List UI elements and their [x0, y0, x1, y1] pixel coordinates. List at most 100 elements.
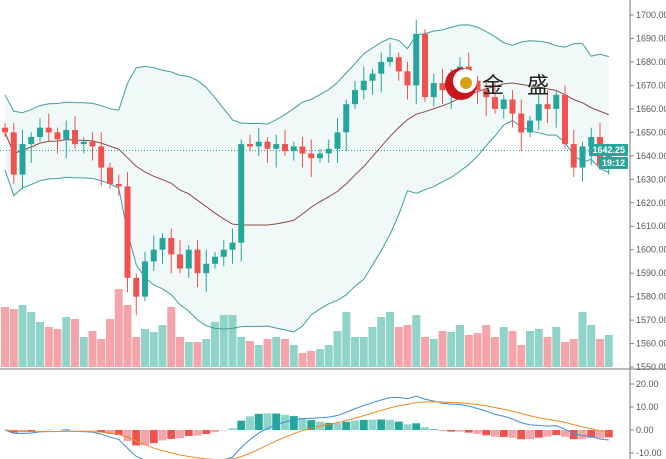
- price-tick-label: 1650.00: [636, 127, 666, 137]
- volume-bar: [447, 332, 456, 367]
- macd-histogram-bar: [456, 430, 464, 432]
- candle-body: [500, 99, 507, 109]
- macd-histogram-bar: [377, 419, 386, 430]
- volume-bar: [377, 317, 386, 367]
- macd-histogram-bar: [552, 430, 561, 435]
- macd-histogram-bar: [473, 430, 482, 434]
- macd-histogram-bar: [526, 430, 534, 440]
- volume-bar: [246, 341, 254, 367]
- macd-histogram-bar: [508, 430, 517, 438]
- candle-body: [37, 127, 43, 138]
- macd-tick-label: -10.00: [636, 448, 662, 458]
- volume-bar: [289, 345, 298, 367]
- volume-bar: [421, 337, 429, 367]
- volume-bar: [359, 337, 368, 367]
- macd-histogram-bar: [184, 430, 193, 436]
- candle-body: [325, 148, 332, 154]
- macd-histogram-bar: [604, 430, 613, 438]
- volume-bar: [429, 339, 438, 367]
- logo-crescent-icon: [445, 68, 477, 100]
- volume-bar: [569, 339, 578, 367]
- candle-body: [317, 153, 323, 159]
- price-tick-label: 1700.00: [636, 10, 666, 20]
- volume-bar: [281, 339, 289, 367]
- candle-body: [72, 130, 78, 145]
- last-price-tag: 1642.25: [589, 144, 628, 156]
- macd-histogram-bar: [254, 413, 263, 430]
- candle-body: [334, 132, 341, 149]
- volume-bar: [193, 342, 202, 367]
- bollinger-middle: [4, 82, 609, 226]
- macd-histogram-bar: [289, 416, 298, 430]
- signal-line: [4, 401, 609, 459]
- candle-body: [360, 80, 367, 91]
- candle-body: [264, 141, 271, 149]
- volume-bar: [534, 329, 543, 367]
- macd-histogram-bar: [114, 430, 123, 436]
- price-tick-label: 1550.00: [636, 362, 666, 372]
- logo: 金 盛: [444, 66, 557, 102]
- volume-bar: [114, 289, 123, 367]
- macd-histogram-bar: [359, 419, 368, 430]
- macd-histogram-bar: [123, 430, 132, 442]
- volume-bar: [543, 337, 552, 367]
- macd-histogram-bar: [27, 430, 36, 432]
- candle-body: [352, 90, 358, 105]
- volume-bar: [438, 331, 447, 367]
- candle-body: [107, 167, 113, 184]
- volume-bar: [158, 325, 167, 367]
- candle-body: [378, 61, 385, 74]
- macd-histogram-bar: [578, 430, 587, 439]
- price-tick-label: 1620.00: [636, 198, 666, 208]
- volume-bar: [552, 327, 561, 367]
- volume-bar: [254, 345, 263, 367]
- macd-line: [4, 395, 609, 459]
- price-tick-label: 1640.00: [636, 151, 666, 161]
- macd-histogram-bar: [561, 430, 569, 437]
- macd-histogram-bar: [307, 420, 316, 430]
- candle-body: [588, 137, 595, 147]
- price-tick-label: 1570.00: [636, 315, 666, 325]
- volume-bar: [71, 319, 79, 367]
- volume-bar: [526, 331, 534, 367]
- volume-bar: [473, 333, 482, 367]
- candle-body: [579, 146, 586, 168]
- candle-body: [527, 120, 533, 133]
- candle-body: [570, 144, 577, 168]
- macd-histogram-bar: [412, 423, 421, 430]
- macd-histogram-bar: [351, 420, 359, 430]
- macd-histogram-bar: [403, 424, 412, 430]
- price-tick-label: 1600.00: [636, 245, 666, 255]
- price-tick-label: 1630.00: [636, 174, 666, 184]
- candle-body: [45, 127, 52, 133]
- candle-body: [518, 113, 525, 133]
- volume-bar: [403, 325, 412, 367]
- candle-body: [177, 254, 183, 269]
- macd-histogram-bar: [193, 430, 202, 436]
- candle-body: [124, 186, 131, 278]
- macd-histogram-bar: [569, 430, 578, 440]
- macd-histogram-bar: [202, 430, 211, 435]
- macd-histogram-bar: [167, 430, 176, 439]
- candle-body: [194, 249, 201, 274]
- candle-body: [483, 90, 490, 98]
- countdown-tag: 19:12: [598, 157, 628, 169]
- candle-body: [544, 104, 551, 109]
- price-tick-label: 1580.00: [636, 292, 666, 302]
- volume-bar: [132, 337, 141, 367]
- macd-histogram-bar: [211, 430, 219, 433]
- macd-histogram-bar: [517, 430, 526, 440]
- candle-body: [562, 94, 568, 145]
- volume-bar: [176, 337, 184, 367]
- candle-body: [80, 141, 87, 145]
- volume-bar: [596, 339, 604, 367]
- macd-histogram-bar: [421, 427, 429, 430]
- macd-histogram-bar: [596, 430, 604, 439]
- candle-body: [282, 144, 288, 152]
- macd-tick-label: 0.00: [636, 425, 654, 435]
- volume-bar: [167, 307, 176, 367]
- price-tick-label: 1560.00: [636, 339, 666, 349]
- macd-tick-label: 10.00: [636, 402, 659, 412]
